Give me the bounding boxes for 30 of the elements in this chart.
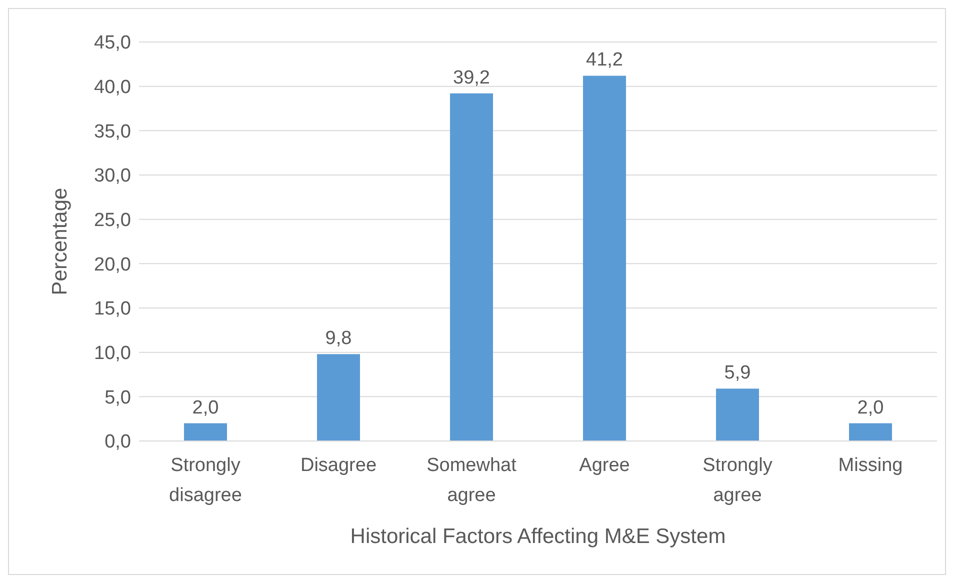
x-tick-label: Disagree	[300, 455, 377, 476]
data-label: 41,2	[586, 50, 623, 71]
bar	[583, 76, 626, 441]
x-tick-label: Strongly disagree	[169, 455, 242, 506]
y-tick-label: 45,0	[94, 32, 131, 54]
data-label: 9,8	[325, 328, 352, 350]
bar	[716, 388, 759, 441]
bar	[450, 93, 493, 441]
bar	[184, 423, 227, 441]
x-tick-label: Agree	[579, 455, 630, 476]
x-tick-label: Strongly agree	[702, 455, 773, 506]
bar	[317, 354, 360, 441]
data-label: 39,2	[453, 67, 490, 88]
y-tick-label: 30,0	[94, 166, 131, 187]
data-label: 2,0	[857, 397, 884, 418]
x-axis-title: Historical Factors Affecting M&E System	[350, 525, 726, 548]
y-tick-label: 20,0	[94, 254, 131, 276]
data-label: 5,9	[724, 362, 751, 384]
x-tick-label: Somewhat agree	[426, 455, 518, 506]
y-axis-title: Percentage	[48, 188, 72, 296]
y-tick-label: 10,0	[94, 343, 131, 364]
y-tick-label: 35,0	[94, 121, 131, 142]
y-tick-label: 0,0	[104, 432, 131, 453]
bar	[849, 423, 892, 441]
data-label: 2,0	[192, 397, 219, 418]
y-tick-label: 25,0	[94, 210, 131, 232]
x-tick-label: Missing	[838, 455, 903, 476]
y-tick-label: 5,0	[104, 387, 131, 408]
y-tick-label: 40,0	[94, 77, 131, 98]
y-tick-label: 15,0	[94, 298, 131, 320]
